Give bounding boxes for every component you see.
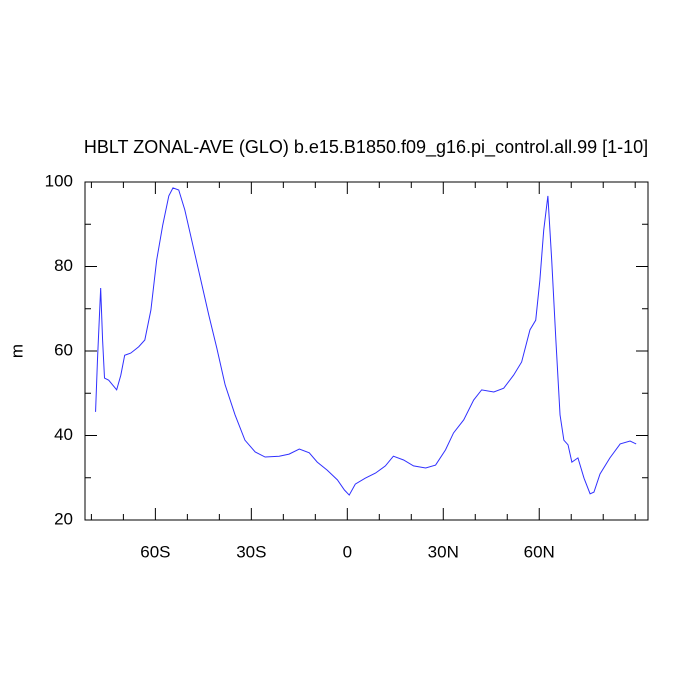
data-line <box>95 187 637 496</box>
y-tick-label: 80 <box>54 256 73 275</box>
x-tick-label: 60S <box>140 542 170 561</box>
y-tick-label: 20 <box>54 509 73 528</box>
x-tick-label: 30S <box>236 542 266 561</box>
x-tick-label: 30N <box>428 542 459 561</box>
y-tick-label: 40 <box>54 425 73 444</box>
y-tick-label: 100 <box>45 171 73 190</box>
x-tick-label: 0 <box>343 542 352 561</box>
x-tick-label: 60N <box>524 542 555 561</box>
y-axis-label: m <box>7 344 26 358</box>
chart-title: HBLT ZONAL-AVE (GLO) b.e15.B1850.f09_g16… <box>84 137 648 158</box>
y-tick-label: 60 <box>54 340 73 359</box>
plot-frame <box>84 181 649 521</box>
